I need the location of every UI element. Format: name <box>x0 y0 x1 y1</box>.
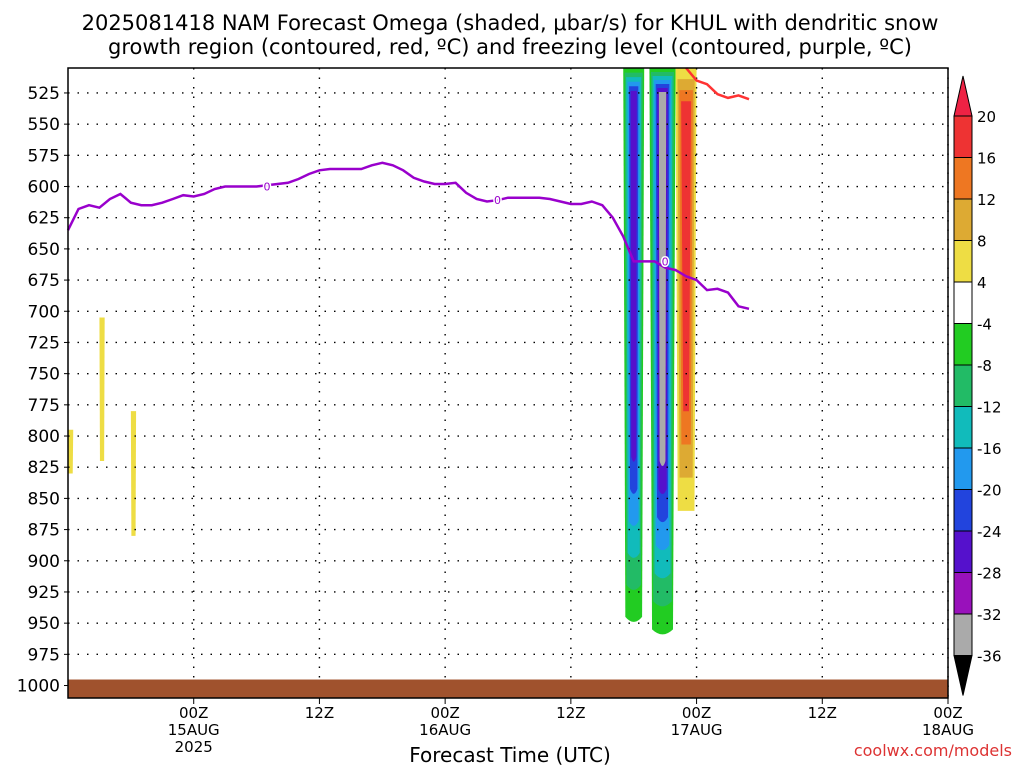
dgz-contour-line <box>685 67 750 101</box>
colorbar-segment <box>953 323 973 366</box>
x-tick-label-66-1: 12Z <box>808 704 837 722</box>
colorbar-label: 4 <box>977 274 987 292</box>
colorbar-segment <box>953 115 973 158</box>
colorbar-label: 8 <box>977 233 987 251</box>
chart-title-line2: growth region (contoured, red, ºC) and f… <box>108 35 912 59</box>
ground-layer <box>68 679 948 698</box>
y-tick-label-600: 600 <box>28 178 60 198</box>
colorbar-segment <box>953 489 973 532</box>
y-tick-label-700: 700 <box>28 302 60 322</box>
colorbar-label: 12 <box>977 191 996 209</box>
colorbar-label: -12 <box>977 399 1002 417</box>
colorbar-label: -36 <box>977 648 1002 666</box>
upward-band-2-layer <box>658 92 667 466</box>
y-tick-label-650: 650 <box>28 240 60 260</box>
x-tick-label-54-1: 00Z <box>682 704 711 722</box>
early-positive-3-layer <box>130 411 137 536</box>
plot-frame <box>67 67 949 699</box>
y-tick-label-1000: 1000 <box>17 677 60 697</box>
colorbar-segment <box>953 240 973 283</box>
x-tick-label-6-1: 00Z <box>179 704 208 722</box>
y-tick-label-575: 575 <box>28 146 60 166</box>
x-tick-label-78-2: 18AUG <box>922 721 974 739</box>
y-tick-label-900: 900 <box>28 552 60 572</box>
colorbar-label: -28 <box>977 565 1002 583</box>
freezing-level-line <box>66 161 750 311</box>
colorbar: 20 16 12 8 4 -4 -8 -12 -16 -20 -24 -28 -32 -36 <box>953 75 1002 696</box>
y-tick-label-550: 550 <box>28 115 60 135</box>
y-tick-label-675: 675 <box>28 271 60 291</box>
x-tick-label-30-2: 16AUG <box>419 721 471 739</box>
y-tick-label-925: 925 <box>28 583 60 603</box>
y-tick-label-850: 850 <box>28 489 60 509</box>
ground-fill <box>68 679 948 698</box>
colorbar-label: -32 <box>977 606 1002 624</box>
y-tick-label-950: 950 <box>28 614 60 634</box>
colorbar-label: -4 <box>977 316 992 334</box>
colorbar-segment <box>953 364 973 407</box>
y-tick-label-825: 825 <box>28 458 60 478</box>
colorbar-segment <box>953 572 973 615</box>
colorbar-label: -24 <box>977 523 1002 541</box>
y-tick-label-525: 525 <box>28 84 60 104</box>
colorbar-segment <box>953 157 973 200</box>
colorbar-segment <box>953 447 973 490</box>
freezing-level-label: 0 <box>494 194 501 207</box>
y-tick-label-725: 725 <box>28 333 60 353</box>
y-axis: 525 550 575 600 625 650 675 700 725 750 775 800 825 8… <box>17 84 68 697</box>
colorbar-segment <box>953 613 973 656</box>
colorbar-label: -16 <box>977 440 1002 458</box>
colorbar-segment <box>953 281 973 324</box>
x-tick-label-42-1: 12Z <box>556 704 585 722</box>
credit-text: coolwx.com/models <box>854 741 1012 760</box>
x-tick-label-54-2: 17AUG <box>671 721 723 739</box>
colorbar-segment <box>953 198 973 241</box>
colorbar-label: -20 <box>977 482 1002 500</box>
colorbar-bottom-arrow <box>953 655 973 696</box>
freezing-level-label: 0 <box>264 181 271 194</box>
freezing-level-label: 0 <box>662 255 669 268</box>
omega-shading <box>68 68 697 635</box>
colorbar-segment <box>953 530 973 573</box>
upward-band-1-layer <box>630 90 637 462</box>
colorbar-label: 20 <box>977 108 996 126</box>
early-positive-2-layer <box>99 317 105 461</box>
x-tick-label-30-1: 00Z <box>430 704 459 722</box>
downward-band-layer <box>681 101 692 412</box>
x-axis-label: Forecast Time (UTC) <box>409 743 611 767</box>
x-tick-label-18-1: 12Z <box>305 704 334 722</box>
contour-lines: 0 0 0 <box>66 67 750 311</box>
y-tick-label-625: 625 <box>28 209 60 229</box>
chart-title-line1: 2025081418 NAM Forecast Omega (shaded, μ… <box>82 11 939 35</box>
x-tick-label-78-1: 00Z <box>933 704 962 722</box>
y-tick-label-875: 875 <box>28 521 60 541</box>
y-tick-label-750: 750 <box>28 365 60 385</box>
colorbar-segment <box>953 406 973 449</box>
colorbar-label: -8 <box>977 357 992 375</box>
early-positive-1-layer <box>68 429 74 474</box>
colorbar-label: 16 <box>977 150 996 168</box>
x-tick-label-6-3: 2025 <box>175 738 213 756</box>
y-tick-label-775: 775 <box>28 396 60 416</box>
x-tick-label-6-2: 15AUG <box>168 721 220 739</box>
y-tick-label-975: 975 <box>28 645 60 665</box>
y-tick-label-800: 800 <box>28 427 60 447</box>
